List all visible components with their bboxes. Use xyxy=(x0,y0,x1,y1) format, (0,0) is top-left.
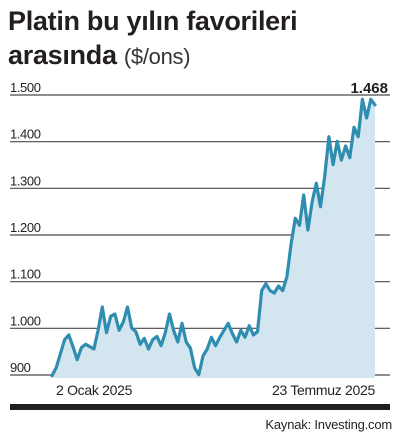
chart-title: Platin bu yılın favorileri arasında ($/o… xyxy=(8,4,398,74)
chart-title-main: Platin bu yılın favorileri arasında xyxy=(8,6,298,70)
price-area xyxy=(52,99,375,379)
y-axis-labels: 1.500 1.400 1.300 1.200 1.100 1.000 900 xyxy=(10,80,41,375)
y-tick-label: 1.000 xyxy=(10,313,41,328)
x-tick-label: 2 Ocak 2025 xyxy=(56,382,133,398)
chart-title-unit: ($/ons) xyxy=(123,44,191,69)
y-tick-label: 1.200 xyxy=(10,220,41,235)
price-line xyxy=(50,97,377,378)
y-tick-label: 900 xyxy=(10,360,31,375)
y-tick-label: 1.400 xyxy=(10,127,41,142)
bottom-bar xyxy=(10,404,390,410)
y-tick-label: 1.100 xyxy=(10,267,41,282)
x-tick-label: 23 Temmuz 2025 xyxy=(272,382,375,398)
source-note: Kaynak: Investing.com xyxy=(265,417,392,432)
last-value-label: 1.468 xyxy=(350,80,388,97)
y-tick-label: 1.300 xyxy=(10,173,41,188)
y-tick-label: 1.500 xyxy=(10,80,41,95)
